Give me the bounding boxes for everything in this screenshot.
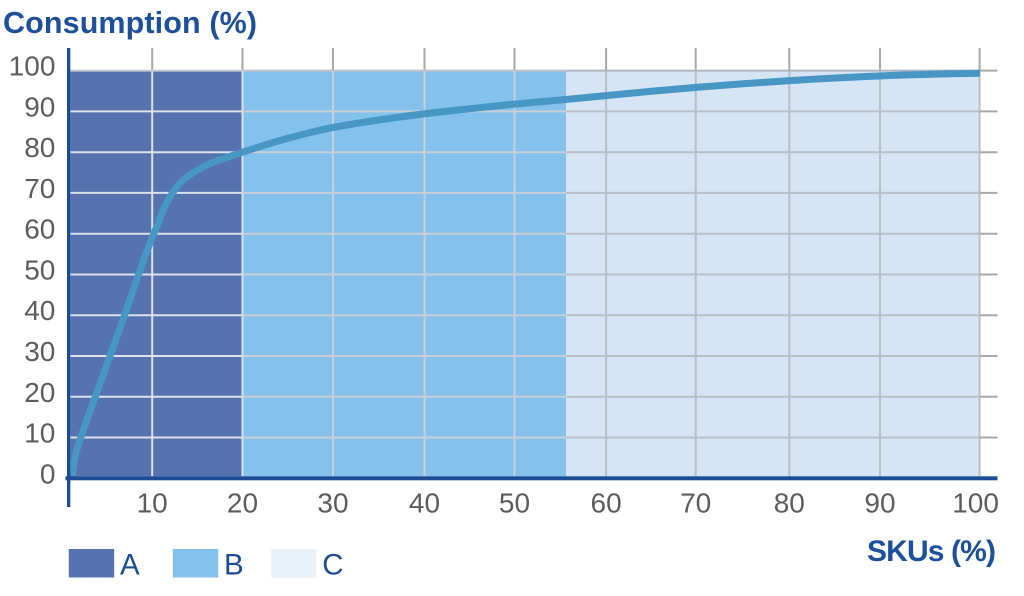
svg-text:30: 30 — [24, 336, 55, 367]
svg-text:80: 80 — [774, 488, 805, 519]
svg-text:60: 60 — [24, 214, 55, 245]
svg-text:0: 0 — [40, 458, 56, 489]
svg-text:100: 100 — [952, 488, 999, 519]
svg-text:70: 70 — [24, 173, 55, 204]
svg-text:20: 20 — [227, 488, 258, 519]
svg-text:90: 90 — [864, 488, 895, 519]
svg-text:50: 50 — [499, 488, 530, 519]
svg-text:80: 80 — [24, 132, 55, 163]
svg-text:70: 70 — [680, 488, 711, 519]
svg-text:20: 20 — [24, 377, 55, 408]
svg-text:B: B — [224, 549, 244, 582]
svg-text:50: 50 — [24, 255, 55, 286]
svg-text:10: 10 — [137, 488, 168, 519]
svg-text:90: 90 — [24, 91, 55, 122]
svg-text:10: 10 — [24, 418, 55, 449]
svg-text:40: 40 — [24, 295, 55, 326]
svg-text:30: 30 — [317, 488, 348, 519]
svg-text:60: 60 — [591, 488, 622, 519]
svg-text:Consumption (%): Consumption (%) — [3, 6, 257, 40]
svg-text:100: 100 — [9, 51, 56, 82]
svg-text:40: 40 — [409, 488, 440, 519]
svg-text:SKUs (%): SKUs (%) — [867, 535, 996, 568]
svg-text:A: A — [120, 549, 140, 582]
svg-text:C: C — [322, 549, 343, 582]
